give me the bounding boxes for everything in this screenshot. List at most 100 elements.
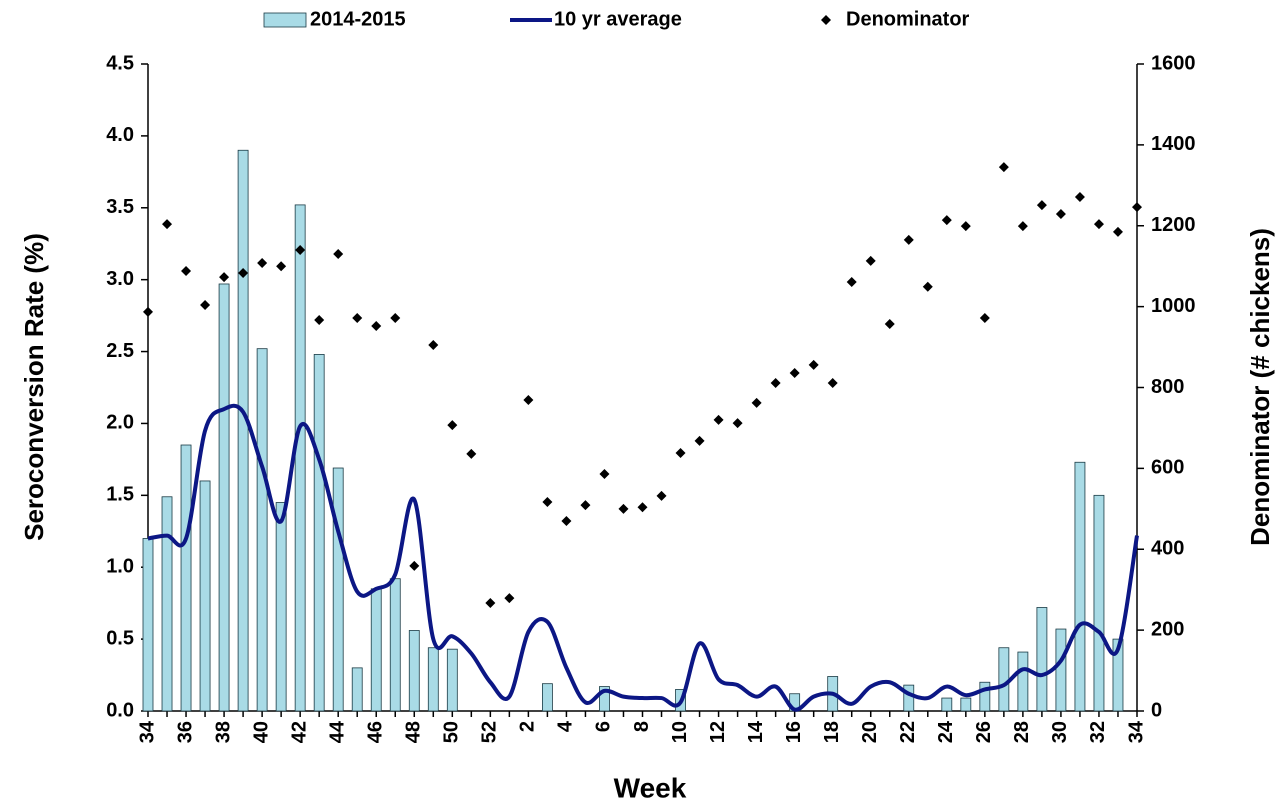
bar bbox=[998, 647, 1010, 712]
y2-tick-label: 800 bbox=[1151, 376, 1184, 398]
bar bbox=[218, 283, 230, 712]
marker bbox=[409, 560, 420, 571]
x-tick-label: 2 bbox=[517, 721, 539, 732]
bar bbox=[1074, 461, 1086, 712]
marker bbox=[181, 266, 192, 277]
bar bbox=[332, 467, 344, 712]
marker bbox=[561, 515, 572, 526]
marker bbox=[1132, 202, 1142, 213]
y-tick-label: 2.5 bbox=[106, 340, 134, 362]
y-tick-label: 1.0 bbox=[106, 556, 134, 578]
y2-tick-label: 1400 bbox=[1151, 133, 1196, 155]
x-tick-label: 20 bbox=[859, 721, 881, 743]
marker bbox=[1112, 226, 1123, 237]
bar bbox=[351, 667, 363, 712]
x-tick-label: 46 bbox=[365, 721, 387, 743]
marker bbox=[865, 255, 876, 266]
legend-label: Denominator bbox=[846, 8, 970, 30]
marker bbox=[447, 420, 458, 431]
x-tick-label: 22 bbox=[897, 721, 919, 743]
marker bbox=[694, 435, 705, 446]
bar bbox=[1055, 628, 1067, 712]
bar bbox=[142, 538, 154, 712]
marker bbox=[998, 162, 1009, 173]
bar bbox=[256, 348, 268, 712]
x-tick-label: 12 bbox=[707, 721, 729, 743]
x-tick-label: 24 bbox=[935, 720, 957, 743]
x-tick-label: 52 bbox=[479, 721, 501, 743]
bar bbox=[237, 149, 249, 712]
marker bbox=[200, 300, 211, 311]
bar bbox=[903, 684, 915, 712]
x-tick-label: 26 bbox=[973, 721, 995, 743]
line bbox=[147, 403, 1139, 712]
y-tick-label: 0.0 bbox=[106, 699, 134, 721]
marker bbox=[770, 378, 781, 389]
marker bbox=[637, 502, 648, 513]
marker bbox=[599, 469, 610, 480]
x-tick-label: 34 bbox=[136, 720, 158, 743]
x-tick-label: 28 bbox=[1011, 721, 1033, 743]
y2-tick-label: 1200 bbox=[1151, 214, 1196, 236]
marker bbox=[1074, 192, 1085, 203]
x-tick-label: 32 bbox=[1087, 721, 1109, 743]
x-tick-label: 42 bbox=[288, 721, 310, 743]
y2-axis-title: Denominator (# chickens) bbox=[1245, 228, 1275, 546]
y2-tick-label: 400 bbox=[1151, 538, 1184, 560]
x-tick-label: 10 bbox=[669, 721, 691, 743]
marker bbox=[143, 306, 153, 317]
legend-label: 10 yr average bbox=[554, 8, 682, 30]
bar bbox=[542, 683, 553, 712]
bar bbox=[199, 480, 211, 712]
marker bbox=[675, 448, 686, 459]
bar bbox=[408, 630, 420, 712]
x-tick-label: 38 bbox=[212, 721, 234, 743]
y2-tick-label: 0 bbox=[1151, 699, 1162, 721]
marker bbox=[257, 257, 268, 268]
marker bbox=[580, 500, 591, 511]
marker bbox=[295, 245, 306, 256]
marker bbox=[238, 268, 249, 279]
x-axis-title: Week bbox=[614, 772, 687, 803]
x-tick-label: 34 bbox=[1125, 720, 1147, 743]
bar bbox=[1112, 638, 1124, 712]
x-tick-label: 48 bbox=[403, 721, 425, 743]
marker bbox=[618, 503, 629, 514]
marker bbox=[1093, 219, 1104, 230]
legend-label: 2014-2015 bbox=[310, 8, 406, 30]
x-tick-label: 16 bbox=[783, 721, 805, 743]
marker bbox=[808, 359, 819, 370]
marker bbox=[713, 414, 724, 425]
bar bbox=[941, 697, 953, 712]
marker bbox=[219, 272, 230, 283]
marker bbox=[732, 418, 743, 429]
bar bbox=[370, 588, 382, 712]
legend-swatch bbox=[263, 12, 307, 28]
x-tick-label: 18 bbox=[821, 721, 843, 743]
bar bbox=[389, 578, 401, 712]
marker bbox=[827, 378, 838, 389]
bar bbox=[960, 697, 972, 712]
y-tick-label: 4.5 bbox=[106, 52, 134, 74]
marker bbox=[922, 281, 933, 292]
y2-tick-label: 200 bbox=[1151, 618, 1184, 640]
marker bbox=[504, 593, 515, 604]
bar bbox=[180, 444, 192, 712]
x-tick-label: 6 bbox=[593, 721, 615, 732]
x-tick-label: 40 bbox=[250, 721, 272, 743]
marker bbox=[846, 276, 857, 287]
marker bbox=[162, 219, 173, 230]
legend-swatch bbox=[821, 15, 831, 25]
marker bbox=[466, 448, 477, 459]
x-tick-label: 50 bbox=[441, 721, 463, 743]
y-tick-label: 2.0 bbox=[106, 412, 134, 434]
marker bbox=[789, 367, 800, 378]
marker bbox=[884, 319, 895, 330]
bar bbox=[161, 496, 173, 712]
bar bbox=[599, 686, 610, 712]
marker bbox=[903, 234, 914, 245]
marker bbox=[960, 221, 971, 232]
y2-tick-label: 1600 bbox=[1151, 52, 1196, 74]
marker bbox=[656, 490, 667, 501]
